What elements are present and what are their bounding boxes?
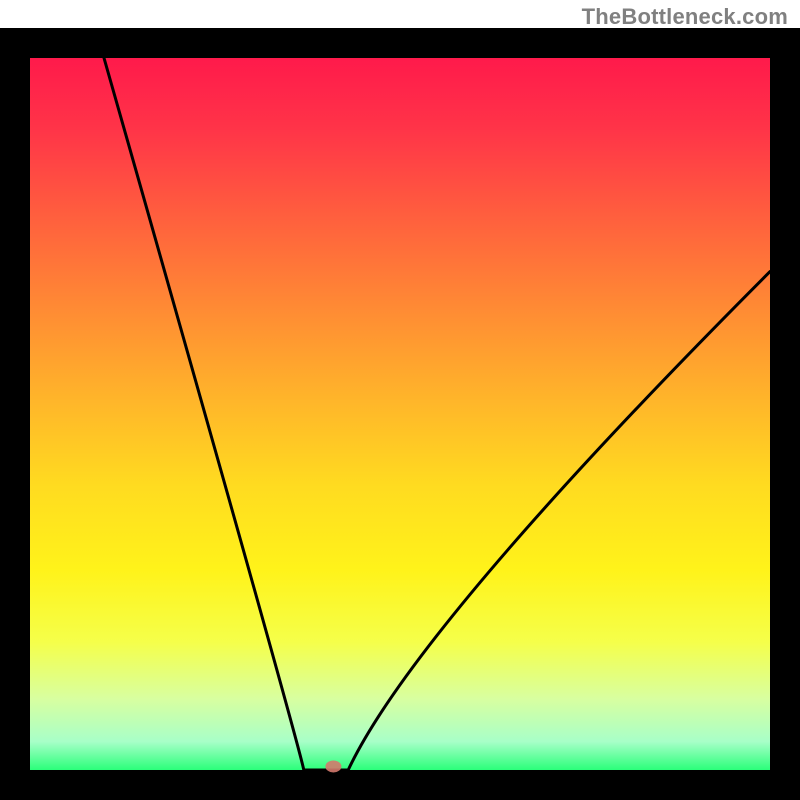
optimal-point-marker	[325, 760, 341, 772]
plot-background	[30, 58, 770, 770]
chart-container: TheBottleneck.com	[0, 0, 800, 800]
bottleneck-chart	[0, 0, 800, 800]
watermark-label: TheBottleneck.com	[582, 4, 788, 30]
